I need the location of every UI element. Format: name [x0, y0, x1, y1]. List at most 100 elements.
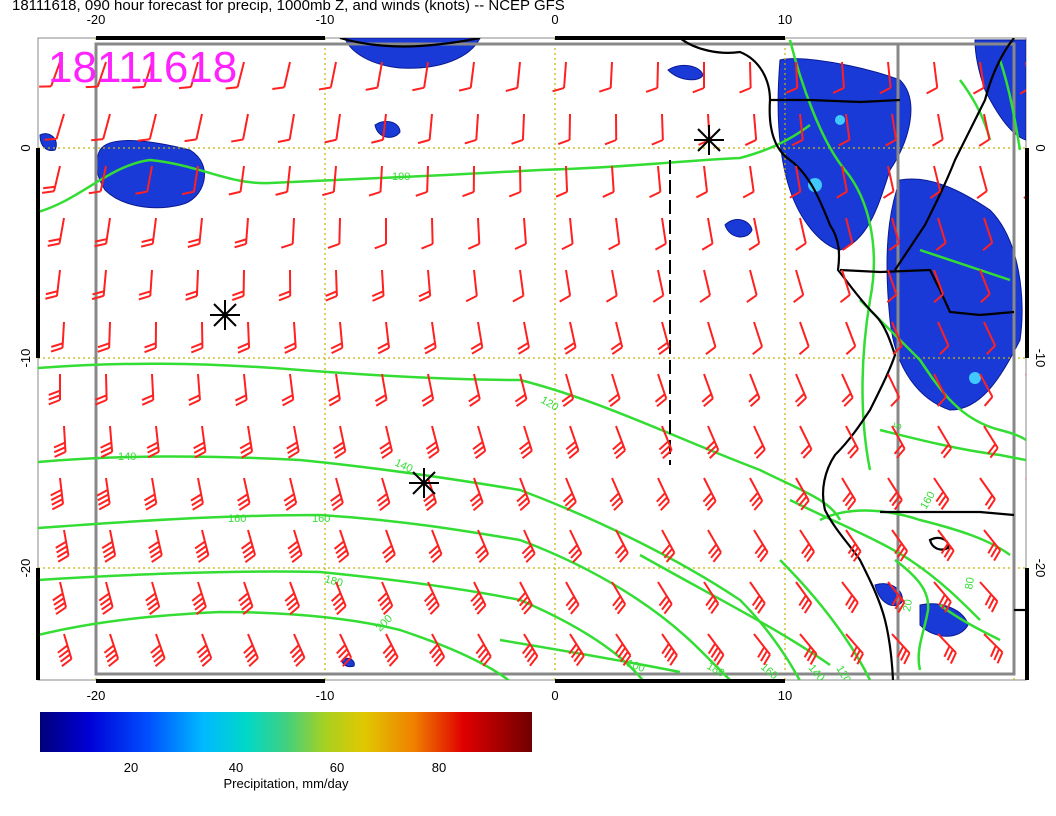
wind-barb — [281, 373, 295, 407]
colorbar-tick: 80 — [431, 760, 447, 775]
wind-barb — [243, 633, 259, 667]
wind-barb — [465, 269, 478, 303]
wind-barb — [322, 165, 337, 197]
wind-barb — [739, 61, 752, 94]
axis-bars — [36, 36, 1029, 683]
wind-barb — [598, 61, 613, 93]
wind-barb — [793, 269, 805, 303]
wind-barb — [983, 633, 1004, 664]
wind-barb — [552, 61, 567, 93]
wind-barb — [748, 373, 761, 408]
wind-barb — [614, 633, 632, 666]
wind-barb — [371, 269, 385, 302]
wind-barb — [752, 321, 764, 356]
wind-barb — [891, 633, 911, 665]
wind-barb — [517, 321, 530, 355]
wind-barb — [193, 425, 207, 459]
wind-barb — [654, 373, 668, 408]
wind-barb — [610, 321, 624, 355]
wind-barb — [184, 113, 203, 143]
wind-barb — [979, 373, 994, 407]
wind-barb — [798, 321, 810, 356]
wind-barb — [231, 269, 245, 302]
wind-barb — [799, 529, 815, 563]
wind-barb — [225, 61, 245, 90]
wind-barb — [1030, 530, 1047, 560]
wind-barb — [91, 269, 107, 301]
wind-barb — [468, 373, 481, 407]
wind-barb — [1026, 686, 1046, 714]
wind-barb — [44, 113, 65, 141]
wind-barb — [1030, 634, 1049, 663]
wind-barb — [336, 633, 352, 667]
wind-barb — [48, 374, 61, 406]
wind-barb — [374, 373, 388, 407]
wind-barb — [330, 581, 347, 615]
wind-barb — [568, 633, 585, 667]
wind-barb — [891, 529, 909, 562]
wind-barb — [882, 165, 895, 199]
wind-barb — [929, 165, 942, 199]
wind-barb — [753, 425, 766, 459]
wind-barb — [657, 581, 673, 615]
wind-barb — [794, 373, 808, 407]
wind-barb — [749, 581, 766, 614]
wind-barb — [746, 269, 758, 303]
contour-label: 100 — [392, 171, 410, 183]
wind-barb — [645, 61, 659, 93]
wind-barb — [933, 269, 945, 304]
wind-barb — [983, 321, 996, 355]
wind-barb — [841, 477, 857, 511]
wind-barb — [228, 165, 245, 196]
wind-barb — [423, 581, 440, 615]
wind-barb — [382, 633, 399, 667]
lat-tick: -20 — [18, 559, 33, 578]
wind-barb — [516, 581, 533, 615]
lon-tick: 0 — [551, 12, 558, 27]
wind-barb — [137, 113, 157, 142]
wind-barb — [652, 269, 665, 303]
wind-barb — [612, 425, 627, 460]
wind-barb — [365, 61, 383, 91]
wind-barb — [979, 581, 999, 613]
wind-barb — [508, 165, 522, 198]
lon-tick: -10 — [316, 688, 335, 703]
lat-tick: 0 — [1033, 144, 1048, 151]
wind-barb — [101, 529, 117, 563]
wind-barb — [651, 113, 664, 146]
wind-barb — [511, 113, 525, 145]
wind-barb — [979, 269, 991, 303]
height-contours — [38, 39, 1026, 680]
storm-marker-2 — [409, 468, 439, 498]
wind-barb — [832, 61, 845, 94]
wind-barb — [842, 686, 860, 715]
wind-barb — [742, 165, 755, 199]
wind-barb — [53, 425, 67, 458]
wind-barb — [702, 477, 717, 511]
wind-barb — [381, 529, 396, 564]
wind-barb — [514, 373, 528, 407]
wind-barb — [885, 113, 898, 147]
wind-barb — [146, 425, 160, 459]
lat-tick: -10 — [1033, 349, 1048, 368]
wind-barb — [275, 165, 291, 196]
wind-barb — [505, 61, 521, 92]
wind-barb — [608, 373, 621, 408]
wind-barb — [97, 321, 111, 353]
wind-barb — [135, 165, 153, 195]
wind-barb — [330, 477, 344, 511]
wind-barb — [47, 217, 65, 247]
wind-barb — [888, 686, 907, 715]
wind-barb — [379, 425, 393, 459]
wind-barb — [141, 373, 155, 406]
lon-tick: 10 — [778, 688, 792, 703]
wind-barb — [377, 321, 391, 355]
wind-barb — [836, 165, 848, 199]
wind-barb — [926, 61, 939, 95]
wind-barb — [976, 165, 988, 199]
wind-barb — [891, 321, 903, 355]
wind-barb — [701, 217, 714, 251]
wind-barb — [879, 61, 892, 95]
wind-barb — [470, 321, 484, 355]
wind-barb — [278, 269, 292, 302]
